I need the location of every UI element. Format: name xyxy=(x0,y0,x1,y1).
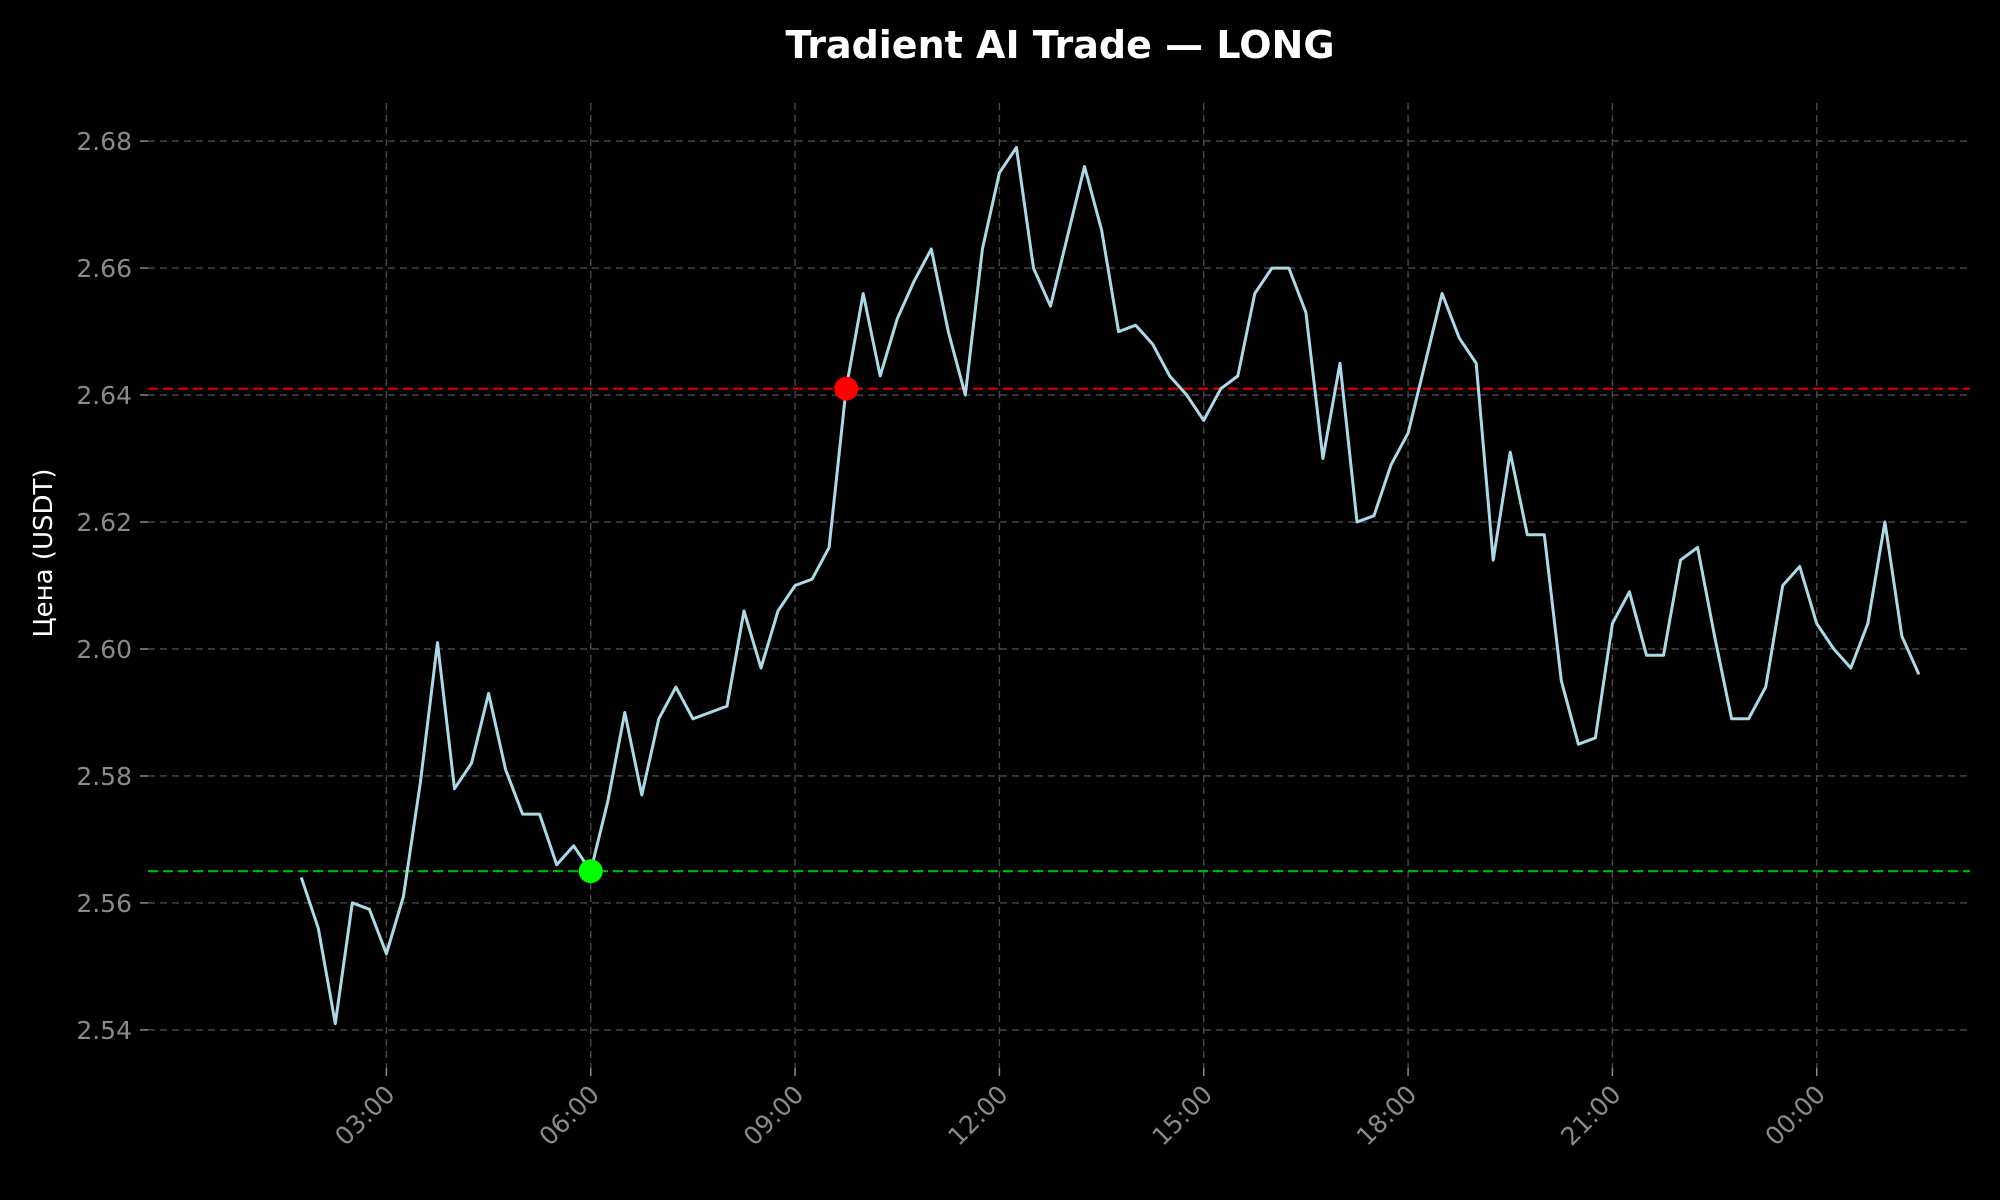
price-line xyxy=(299,145,1921,1026)
reference-lines xyxy=(148,387,1970,873)
series-group xyxy=(299,145,1921,1026)
trade-marker xyxy=(578,859,603,884)
x-tick-label: 21:00 xyxy=(1555,1080,1626,1151)
x-tick-label: 03:00 xyxy=(329,1080,400,1151)
y-tick-label: 2.54 xyxy=(76,1016,132,1045)
chart-title: Tradient AI Trade — LONG xyxy=(785,23,1334,67)
x-tick-label: 00:00 xyxy=(1760,1080,1831,1151)
y-tick-label: 2.64 xyxy=(76,381,132,410)
y-tick-label: 2.58 xyxy=(76,762,132,791)
grid xyxy=(148,103,1970,1068)
x-tick-label: 09:00 xyxy=(738,1080,809,1151)
x-axis-ticks: 03:00 06:00 09:00 12:00 15:00 18:00 21:00 00:00 xyxy=(329,1068,1831,1151)
y-axis-ticks: 2.54 2.56 2.58 2.60 2.62 2.64 2.66 2.68 xyxy=(76,127,148,1045)
y-axis-label: Цена (USDT) xyxy=(29,468,59,637)
x-tick-label: 18:00 xyxy=(1351,1080,1422,1151)
x-tick-label: 06:00 xyxy=(534,1080,605,1151)
y-tick-label: 2.68 xyxy=(76,127,132,156)
y-tick-label: 2.66 xyxy=(76,254,132,283)
y-tick-label: 2.56 xyxy=(76,889,132,918)
x-tick-label: 12:00 xyxy=(942,1080,1013,1151)
y-tick-label: 2.60 xyxy=(76,635,132,664)
trade-markers xyxy=(578,376,859,884)
trade-marker xyxy=(834,376,859,401)
y-tick-label: 2.62 xyxy=(76,508,132,537)
x-tick-label: 15:00 xyxy=(1147,1080,1218,1151)
